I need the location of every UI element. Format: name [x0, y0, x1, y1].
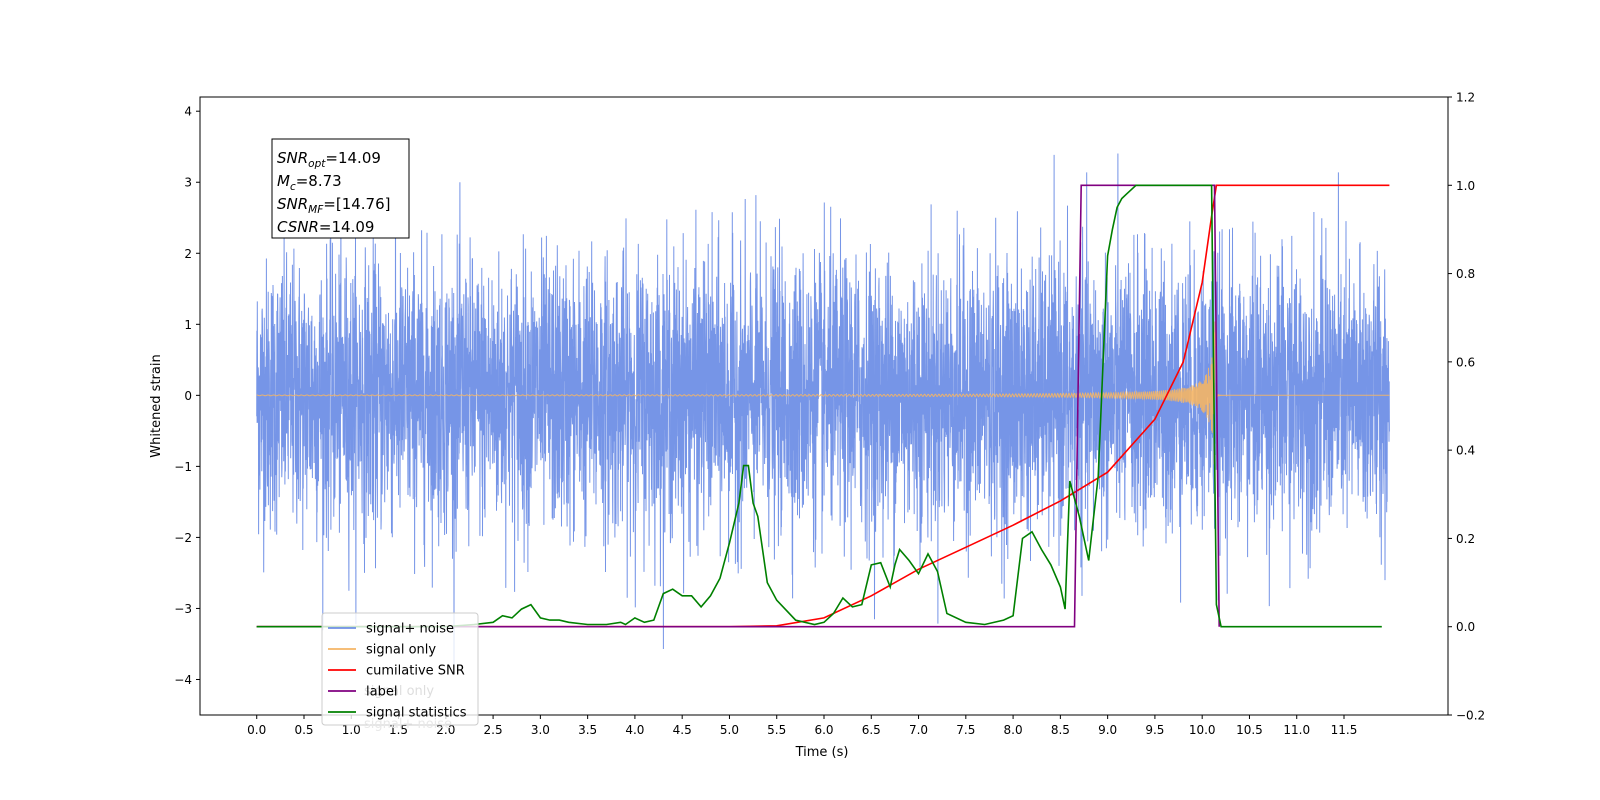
y2-tick-label: 0.2: [1456, 532, 1475, 546]
x-tick-label: 7.5: [956, 723, 975, 737]
y2-tick-label: −0.2: [1456, 709, 1485, 723]
signal-only-line: [256, 321, 1390, 465]
x-tick-label: 2.0: [436, 723, 455, 737]
y-tick-label: 0: [184, 389, 192, 403]
x-tick-label: 0.5: [294, 723, 313, 737]
x-tick-label: 3.0: [531, 723, 550, 737]
x-tick-label: 8.5: [1051, 723, 1070, 737]
annotation-line: CSNR=14.09: [277, 218, 374, 236]
y-axis-ticks: −4 −3 −2 −1 0 1 2 3 4: [174, 105, 200, 687]
legend-entry: label: [366, 685, 397, 700]
x-tick-label: 11.5: [1331, 723, 1358, 737]
annotation-line: Mc=8.73: [277, 172, 342, 193]
x-tick-label: 6.0: [814, 723, 833, 737]
x-tick-label: 9.0: [1098, 723, 1117, 737]
label-line: [256, 184, 1220, 628]
y-tick-label: 2: [184, 247, 192, 261]
x-tick-label: 2.5: [484, 723, 503, 737]
y2-tick-label: 1.0: [1456, 179, 1475, 193]
y2-tick-label: 0.8: [1456, 267, 1475, 281]
y-tick-label: −3: [174, 602, 192, 616]
x-axis-label: Time (s): [795, 745, 849, 760]
annotation-line: SNRMF=[14.76]: [277, 195, 391, 216]
right-axis-series: [256, 184, 1390, 628]
legend-ghost-text: signal+ noise: [364, 717, 452, 732]
x-tick-label: 4.0: [625, 723, 644, 737]
y2-tick-label: 0.4: [1456, 444, 1475, 458]
y-axis-label: Whitened strain: [149, 354, 164, 457]
x-axis-ticks: 0.0 0.5 1.0 1.5 2.0 2.5 3.0 3.5 4.0 4.5 5.0 5.5 6.0 6…: [247, 715, 1357, 737]
signal-statistics-line: [256, 184, 1382, 628]
x-tick-label: 4.5: [673, 723, 692, 737]
y2-axis-ticks: −0.2 0.0 0.2 0.4 0.6 0.8 1.0 1.2: [1448, 91, 1485, 723]
x-tick-label: 6.5: [862, 723, 881, 737]
y-tick-label: 3: [184, 176, 192, 190]
x-tick-label: 10.5: [1236, 723, 1263, 737]
x-tick-label: 3.5: [578, 723, 597, 737]
signal-only-series: [256, 321, 1390, 465]
y2-tick-label: 0.0: [1456, 620, 1475, 634]
x-tick-label: 8.0: [1004, 723, 1023, 737]
x-tick-label: 9.5: [1145, 723, 1164, 737]
legend-entry: cumilative SNR: [366, 664, 465, 679]
y2-tick-label: 1.2: [1456, 91, 1475, 105]
y2-tick-label: 0.6: [1456, 355, 1475, 369]
y-tick-label: −4: [174, 673, 192, 687]
x-tick-label: 1.5: [389, 723, 408, 737]
x-tick-label: 11.0: [1283, 723, 1310, 737]
y-tick-label: 1: [184, 318, 192, 332]
annotation-line: SNRopt=14.09: [277, 149, 381, 170]
annotation-frame: [271, 138, 410, 239]
x-tick-label: 10.0: [1189, 723, 1216, 737]
x-tick-label: 0.0: [247, 723, 266, 737]
y-tick-label: −2: [174, 531, 192, 545]
legend-frame: [321, 612, 479, 726]
x-tick-label: 5.5: [767, 723, 786, 737]
legend-entry: signal only: [366, 643, 436, 658]
y-tick-label: 4: [184, 105, 192, 119]
legend-entry: signal statistics: [366, 706, 467, 721]
y-tick-label: −1: [174, 460, 192, 474]
legend-ghost-text: signal only: [364, 684, 434, 699]
legend-entry: signal+ noise: [366, 622, 454, 637]
x-tick-label: 1.0: [342, 723, 361, 737]
x-tick-label: 7.0: [909, 723, 928, 737]
x-tick-label: 5.0: [720, 723, 739, 737]
